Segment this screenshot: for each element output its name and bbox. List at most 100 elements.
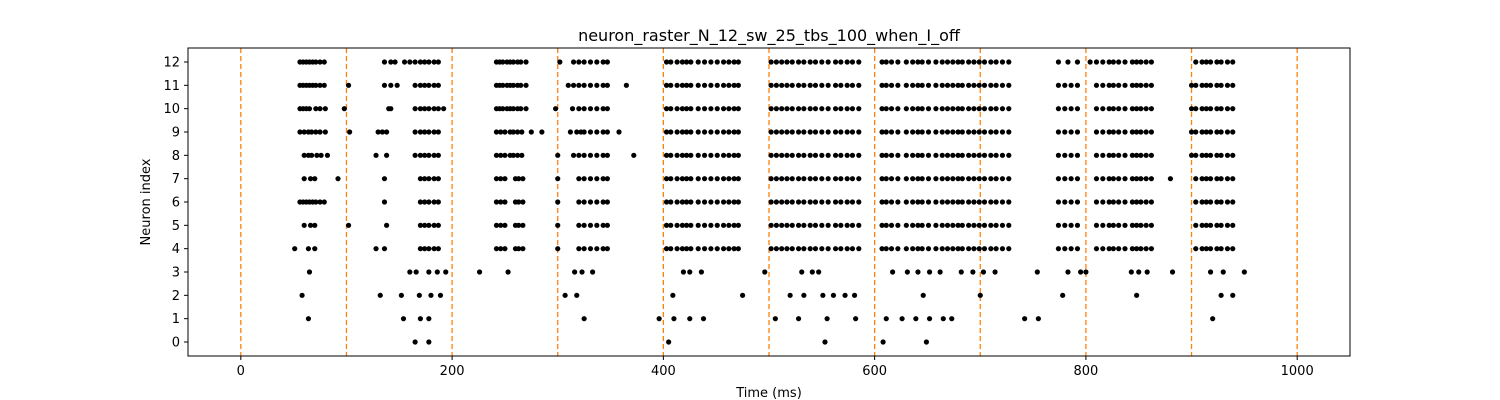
spike-point — [832, 82, 839, 88]
spike-point — [955, 82, 961, 88]
spike-point — [695, 152, 701, 158]
spike-point — [1062, 82, 1068, 88]
spike-point — [1068, 176, 1074, 182]
spike-point — [666, 339, 672, 345]
spike-point — [434, 269, 440, 275]
spike-point — [417, 106, 423, 112]
spike-point — [493, 152, 500, 158]
spike-point — [849, 176, 856, 182]
spike-point — [879, 176, 885, 182]
spike-point — [1093, 246, 1100, 252]
spike-point — [1134, 222, 1140, 228]
spike-point — [417, 59, 423, 65]
spike-point — [735, 246, 741, 252]
spike-point — [838, 176, 844, 182]
spike-point — [498, 199, 504, 205]
spike-point — [674, 59, 680, 65]
spike-point — [976, 59, 982, 65]
spike-point — [679, 59, 685, 65]
spike-point — [971, 59, 977, 65]
spike-point — [668, 59, 674, 65]
spike-point — [417, 82, 423, 88]
spike-point — [498, 152, 504, 158]
spike-point — [1116, 106, 1122, 112]
spike-point — [1203, 222, 1209, 228]
spike-point — [944, 106, 951, 112]
spike-point — [679, 106, 685, 112]
spike-point — [1134, 246, 1140, 252]
spike-point — [944, 176, 951, 182]
spike-point — [1136, 269, 1142, 275]
spike-point — [1106, 246, 1112, 252]
spike-point — [1122, 176, 1128, 182]
y-tick-label: 7 — [172, 172, 180, 187]
spike-point — [579, 269, 585, 275]
spike-point — [576, 246, 582, 252]
spike-point — [966, 199, 972, 205]
spike-point — [773, 106, 779, 112]
spike-point — [1106, 152, 1112, 158]
spike-point — [1083, 269, 1089, 275]
spike-point — [971, 199, 977, 205]
spike-point — [520, 246, 526, 252]
spike-point — [981, 222, 988, 228]
spike-point — [925, 82, 932, 88]
spike-point — [581, 82, 587, 88]
spike-point — [832, 222, 839, 228]
spike-point — [801, 292, 807, 298]
spike-point — [1134, 176, 1140, 182]
spike-point — [1129, 246, 1135, 252]
spike-point — [520, 199, 526, 205]
spike-point — [600, 82, 606, 88]
spike-point — [726, 246, 732, 252]
spike-point — [1218, 199, 1224, 205]
spike-point — [570, 152, 577, 158]
spike-point — [695, 176, 701, 182]
spike-point — [1068, 82, 1074, 88]
spike-point — [910, 199, 916, 205]
spike-point — [322, 106, 328, 112]
spike-point — [1055, 152, 1062, 158]
spike-point — [381, 59, 388, 65]
spike-point — [720, 176, 727, 182]
spike-point — [670, 292, 676, 298]
spike-point — [949, 316, 955, 322]
spike-point — [895, 106, 901, 112]
spike-point — [768, 222, 774, 228]
spike-point — [502, 199, 508, 205]
spike-point — [939, 246, 945, 252]
y-tick-label: 2 — [172, 289, 180, 304]
spike-point — [1006, 222, 1012, 228]
spike-point — [1100, 152, 1106, 158]
spike-point — [701, 82, 708, 88]
spike-point — [1100, 246, 1106, 252]
spike-point — [784, 106, 790, 112]
spike-point — [714, 106, 720, 112]
spike-point — [1074, 152, 1081, 158]
spike-point — [999, 106, 1006, 112]
spike-point — [768, 59, 774, 65]
spike-point — [981, 246, 988, 252]
spike-point — [1129, 59, 1135, 65]
spike-point — [426, 246, 432, 252]
spike-point — [849, 199, 856, 205]
spike-point — [950, 246, 956, 252]
spike-point — [604, 82, 610, 88]
spike-point — [1199, 246, 1205, 252]
spike-point — [422, 222, 428, 228]
spike-point — [1062, 222, 1068, 228]
spike-point — [306, 106, 313, 112]
spike-point — [731, 59, 737, 65]
spike-point — [1193, 246, 1199, 252]
spike-point — [1143, 106, 1149, 112]
spike-point — [1055, 129, 1062, 135]
spike-point — [631, 152, 637, 158]
spike-point — [895, 246, 901, 252]
spike-point — [604, 222, 610, 228]
spike-point — [1122, 199, 1128, 205]
spike-point — [999, 176, 1006, 182]
spike-point — [925, 106, 932, 112]
spike-point — [955, 176, 961, 182]
spike-point — [567, 129, 574, 135]
spike-point — [1207, 222, 1214, 228]
